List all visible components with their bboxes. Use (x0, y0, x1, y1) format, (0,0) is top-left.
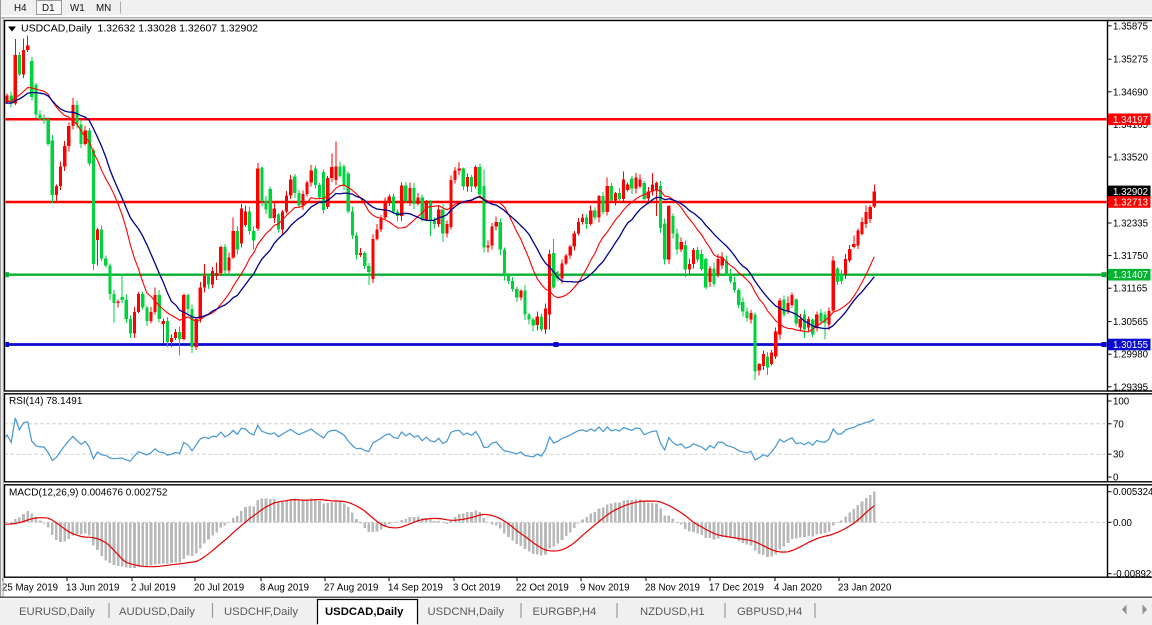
svg-text:17 Dec 2019: 17 Dec 2019 (709, 583, 764, 594)
svg-text:100: 100 (1113, 397, 1130, 408)
svg-text:EURGBP,H4: EURGBP,H4 (533, 606, 597, 618)
svg-text:1.35275: 1.35275 (1113, 55, 1148, 66)
svg-text:1.33520: 1.33520 (1113, 153, 1149, 164)
svg-text:1.34197: 1.34197 (1113, 115, 1148, 126)
svg-text:1.29395: 1.29395 (1113, 382, 1148, 393)
svg-text:USDCAD,Daily 1.32632 1.33028: USDCAD,Daily 1.32632 1.33028 1.32607 1.3… (21, 23, 258, 35)
svg-text:0.00: 0.00 (1113, 518, 1132, 529)
svg-text:0.005324: 0.005324 (1113, 487, 1152, 498)
svg-text:1.30155: 1.30155 (1113, 340, 1148, 351)
svg-text:1.30565: 1.30565 (1113, 317, 1148, 328)
svg-text:D1: D1 (42, 3, 55, 14)
svg-text:1.34690: 1.34690 (1113, 87, 1149, 98)
svg-text:9 Nov 2019: 9 Nov 2019 (580, 583, 630, 594)
svg-text:22 Oct 2019: 22 Oct 2019 (516, 583, 569, 594)
svg-text:1.29980: 1.29980 (1113, 350, 1149, 361)
svg-text:1.31165: 1.31165 (1113, 284, 1147, 295)
svg-text:8 Aug 2019: 8 Aug 2019 (260, 583, 309, 594)
svg-text:20 Jul 2019: 20 Jul 2019 (194, 583, 244, 594)
svg-text:28 Nov 2019: 28 Nov 2019 (645, 583, 700, 594)
svg-text:H4: H4 (14, 3, 27, 14)
svg-text:1.31407: 1.31407 (1113, 270, 1148, 281)
svg-text:1.31750: 1.31750 (1113, 251, 1149, 262)
svg-text:30: 30 (1113, 450, 1124, 461)
svg-text:23 Jan 2020: 23 Jan 2020 (838, 583, 892, 594)
svg-text:70: 70 (1113, 419, 1124, 430)
svg-text:AUDUSD,Daily: AUDUSD,Daily (119, 606, 195, 618)
svg-text:2 Jul 2019: 2 Jul 2019 (131, 583, 176, 594)
svg-text:USDCNH,Daily: USDCNH,Daily (428, 606, 505, 618)
svg-text:1.32335: 1.32335 (1113, 219, 1148, 230)
svg-text:USDCHF,Daily: USDCHF,Daily (224, 606, 298, 618)
svg-text:0: 0 (1113, 473, 1119, 484)
svg-text:1.34105: 1.34105 (1113, 120, 1148, 131)
svg-text:MACD(12,26,9) 0.004676 0.00275: MACD(12,26,9) 0.004676 0.002752 (9, 488, 168, 499)
svg-text:1.35875: 1.35875 (1113, 21, 1148, 32)
svg-text:1.32713: 1.32713 (1113, 198, 1148, 209)
svg-text:4 Jan 2020: 4 Jan 2020 (774, 583, 823, 594)
svg-text:USDCAD,Daily: USDCAD,Daily (325, 606, 404, 618)
svg-text:RSI(14) 78.1491: RSI(14) 78.1491 (9, 396, 83, 407)
svg-text:NZDUSD,H1: NZDUSD,H1 (640, 606, 705, 618)
svg-text:-0.008929: -0.008929 (1113, 569, 1152, 580)
svg-text:13 Jun 2019: 13 Jun 2019 (66, 583, 119, 594)
svg-text:GBPUSD,H4: GBPUSD,H4 (737, 606, 802, 618)
svg-text:MN: MN (96, 3, 111, 14)
svg-text:25 May 2019: 25 May 2019 (2, 583, 58, 594)
svg-text:3 Oct 2019: 3 Oct 2019 (453, 583, 500, 594)
svg-text:14 Sep 2019: 14 Sep 2019 (388, 583, 443, 594)
svg-text:1.32902: 1.32902 (1113, 187, 1148, 198)
svg-text:27 Aug 2019: 27 Aug 2019 (324, 583, 378, 594)
svg-text:W1: W1 (70, 3, 85, 14)
svg-text:EURUSD,Daily: EURUSD,Daily (19, 606, 95, 618)
